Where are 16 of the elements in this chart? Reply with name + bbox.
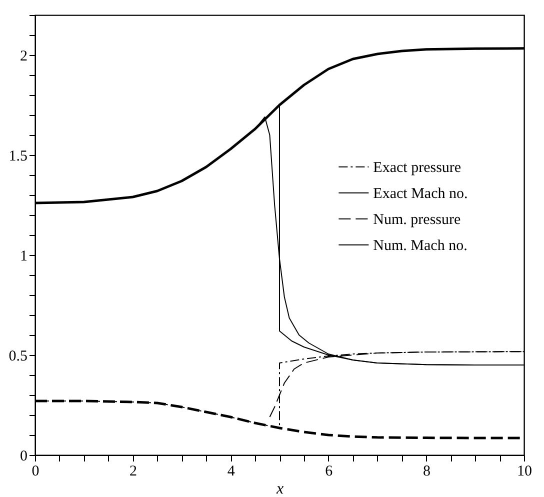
x-tick-label: 10 (517, 464, 532, 480)
y-tick-label: 2 (20, 48, 28, 64)
x-tick-label: 8 (422, 464, 430, 480)
legend-label: Exact Mach no. (373, 186, 468, 202)
x-axis-title: x (275, 480, 284, 497)
legend-label: Num. pressure (373, 212, 462, 228)
y-tick-label: 0 (20, 448, 28, 464)
legend-label: Exact pressure (373, 160, 462, 176)
y-tick-label: 0.5 (8, 348, 28, 364)
y-tick-label: 1 (20, 248, 28, 264)
x-tick-label: 4 (227, 464, 236, 480)
y-tick-label: 1.5 (8, 148, 28, 164)
legend-label: Num. Mach no. (373, 238, 468, 254)
x-tick-label: 2 (130, 464, 138, 480)
x-tick-label: 0 (32, 464, 40, 480)
x-tick-label: 6 (325, 464, 334, 480)
